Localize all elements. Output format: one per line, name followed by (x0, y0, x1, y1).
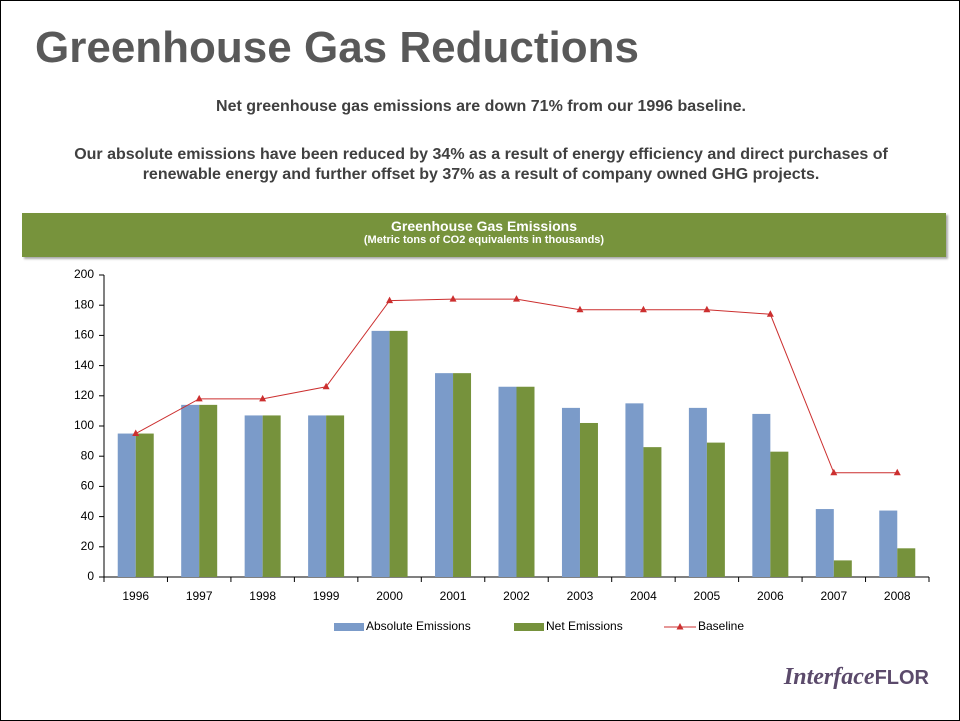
marker (830, 468, 838, 476)
bar (879, 510, 898, 577)
marker (322, 382, 330, 390)
bar (308, 415, 327, 577)
x-tick-label: 2008 (884, 589, 911, 603)
bar (371, 330, 390, 577)
marker (195, 394, 203, 402)
marker (132, 429, 140, 437)
x-tick-label: 2005 (694, 589, 721, 603)
x-tick-label: 1999 (313, 589, 340, 603)
marker (386, 296, 394, 304)
y-tick-label: 200 (74, 267, 94, 281)
x-tick-label: 2006 (757, 589, 784, 603)
bar (262, 415, 281, 577)
legend-label: Net Emissions (546, 619, 623, 633)
bar (688, 407, 707, 577)
x-tick-label: 2007 (820, 589, 847, 603)
bar (135, 433, 154, 577)
bar (516, 386, 535, 577)
bar (435, 373, 454, 577)
legend-swatch (334, 623, 364, 631)
legend-marker (676, 623, 684, 630)
chart-subtitle: (Metric tons of CO2 equivalents in thous… (363, 234, 605, 246)
bar (389, 330, 408, 577)
x-tick-label: 1996 (122, 589, 149, 603)
marker (259, 394, 267, 402)
bar (244, 415, 263, 577)
bar (117, 433, 136, 577)
y-tick-label: 160 (74, 328, 94, 342)
y-tick-label: 20 (81, 539, 95, 553)
marker (639, 305, 647, 313)
y-tick-label: 60 (81, 479, 95, 493)
x-tick-label: 2004 (630, 589, 657, 603)
bar (815, 509, 834, 577)
x-tick-label: 2003 (567, 589, 594, 603)
marker (576, 305, 584, 313)
bar (181, 404, 200, 577)
detail: Our absolute emissions have been reduced… (74, 146, 888, 183)
bar (625, 403, 644, 577)
bar (706, 442, 725, 577)
marker (449, 295, 457, 302)
bar (897, 548, 916, 577)
bar (833, 560, 852, 577)
x-tick-label: 1997 (186, 589, 213, 603)
y-tick-label: 100 (74, 418, 94, 432)
bar (453, 373, 472, 577)
bar (199, 404, 218, 577)
marker (766, 310, 774, 317)
bar (752, 413, 771, 577)
marker (893, 468, 901, 476)
chart-header: Greenhouse Gas Emissions (Metric tons of… (22, 213, 946, 257)
x-tick-label: 2001 (440, 589, 467, 603)
legend-label: Absolute Emissions (366, 619, 471, 633)
bar (498, 386, 517, 577)
legend-swatch (514, 623, 544, 631)
summary: Net greenhouse gas emissions are down 71… (216, 98, 746, 115)
y-tick-label: 180 (74, 297, 94, 311)
y-tick-label: 40 (81, 509, 95, 523)
marker (513, 295, 520, 302)
y-tick-label: 140 (74, 358, 94, 372)
logo-bold: FLOR (874, 667, 929, 689)
slide-title: Greenhouse Gas Reductions (35, 23, 639, 72)
logo: InterfaceFLOR (784, 663, 929, 691)
y-tick-label: 120 (74, 388, 94, 402)
bar (561, 407, 580, 577)
y-tick-label: 0 (87, 569, 94, 583)
y-tick-label: 80 (81, 448, 95, 462)
x-tick-label: 1998 (249, 589, 276, 603)
bar (579, 422, 598, 577)
x-tick-label: 2000 (376, 589, 403, 603)
marker (703, 305, 711, 313)
bar (770, 451, 789, 577)
legend-label: Baseline (698, 619, 744, 633)
logo-italic: Interface (783, 664, 875, 690)
x-tick-label: 2002 (503, 589, 530, 603)
chart-title: Greenhouse Gas Emissions (391, 218, 577, 234)
bar (643, 447, 662, 577)
bar (326, 415, 345, 577)
